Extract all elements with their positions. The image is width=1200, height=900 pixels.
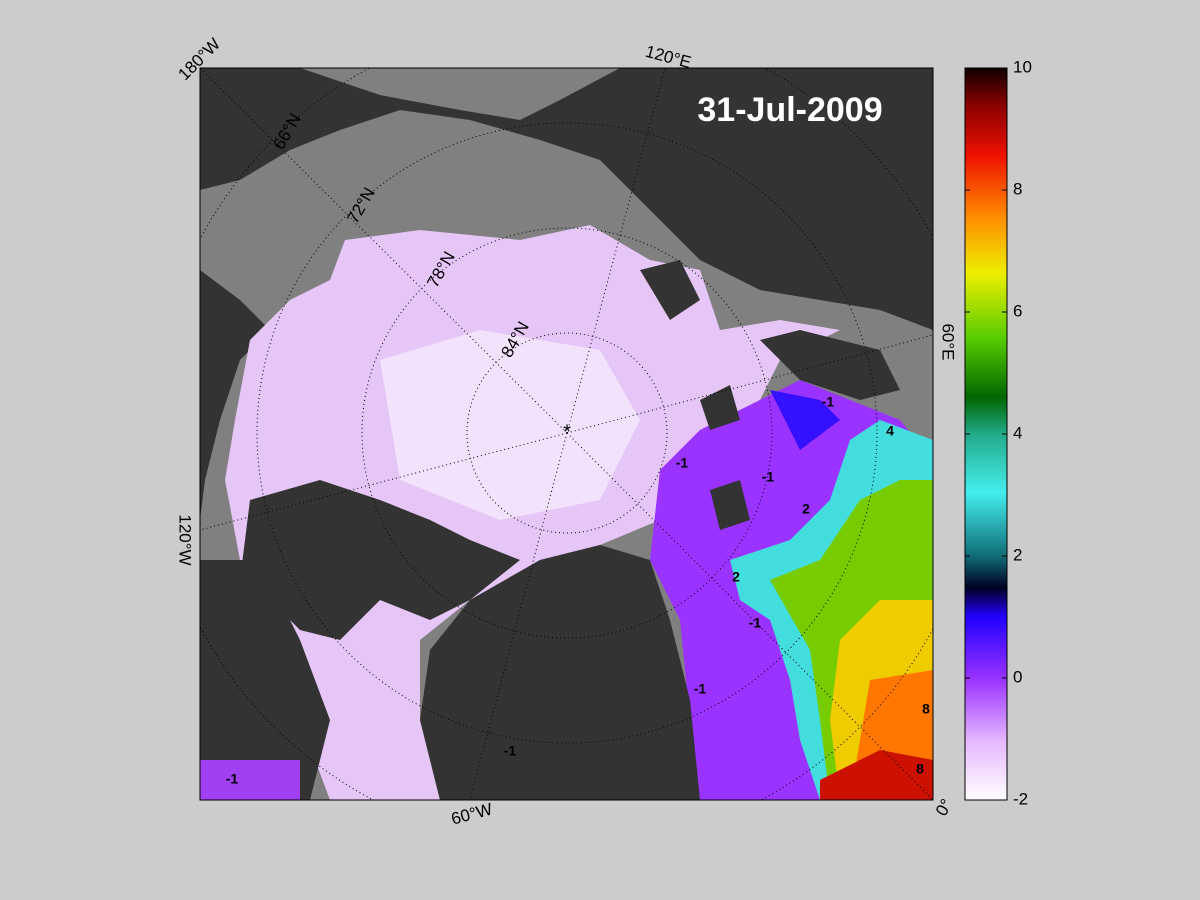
sea-ice: [380, 330, 640, 520]
date-title: 31-Jul-2009: [697, 91, 882, 129]
warm-water: [820, 750, 933, 800]
colorbar-tick-label: 2: [1013, 545, 1022, 564]
longitude-label: 60°W: [449, 799, 494, 828]
contour-label: -1: [504, 743, 517, 759]
contour-label: -1: [226, 771, 239, 787]
colorbar: [964, 67, 1008, 801]
contour-label: -1: [749, 615, 762, 631]
warm-water: [770, 390, 840, 450]
longitude-label: 0°: [932, 796, 957, 820]
land: [200, 68, 933, 330]
land: [200, 560, 330, 800]
colorbar-tick-label: 10: [1013, 57, 1032, 76]
colorbar-tick-label: -2: [1013, 789, 1028, 808]
contour-label: -1: [762, 469, 775, 485]
colorbar-tick-label: 6: [1013, 301, 1022, 320]
colorbar-tick-label: 4: [1013, 423, 1022, 442]
graticule: [361, 227, 773, 639]
shelf: [300, 68, 620, 120]
land: [640, 260, 750, 530]
contour-label: -1: [822, 394, 835, 410]
pole-marker: *: [563, 421, 571, 443]
colorbar-tick-label: 8: [1013, 179, 1022, 198]
map-frame: [199, 67, 934, 801]
graticule: [566, 68, 666, 434]
graticule: [466, 332, 668, 534]
contour-label: 8: [916, 761, 924, 777]
graticule: [256, 122, 878, 744]
land: [200, 270, 270, 520]
warm-water: [200, 760, 300, 800]
contour-label: 2: [732, 569, 740, 585]
longitude-label: 120°W: [176, 514, 195, 565]
graticule: [469, 432, 568, 800]
contour-label: -1: [676, 455, 689, 471]
map: * 31-Jul-2009: [200, 68, 933, 800]
contour-label: 4: [886, 423, 894, 439]
colorbar-tick-label: 0: [1013, 667, 1022, 686]
contour-label: -1: [694, 681, 707, 697]
contour-label: 8: [922, 701, 930, 717]
land: [420, 545, 700, 800]
land: [240, 480, 520, 640]
graticule: [200, 432, 568, 531]
contour-label: 2: [802, 501, 810, 517]
longitude-label: 60°E: [939, 323, 958, 360]
